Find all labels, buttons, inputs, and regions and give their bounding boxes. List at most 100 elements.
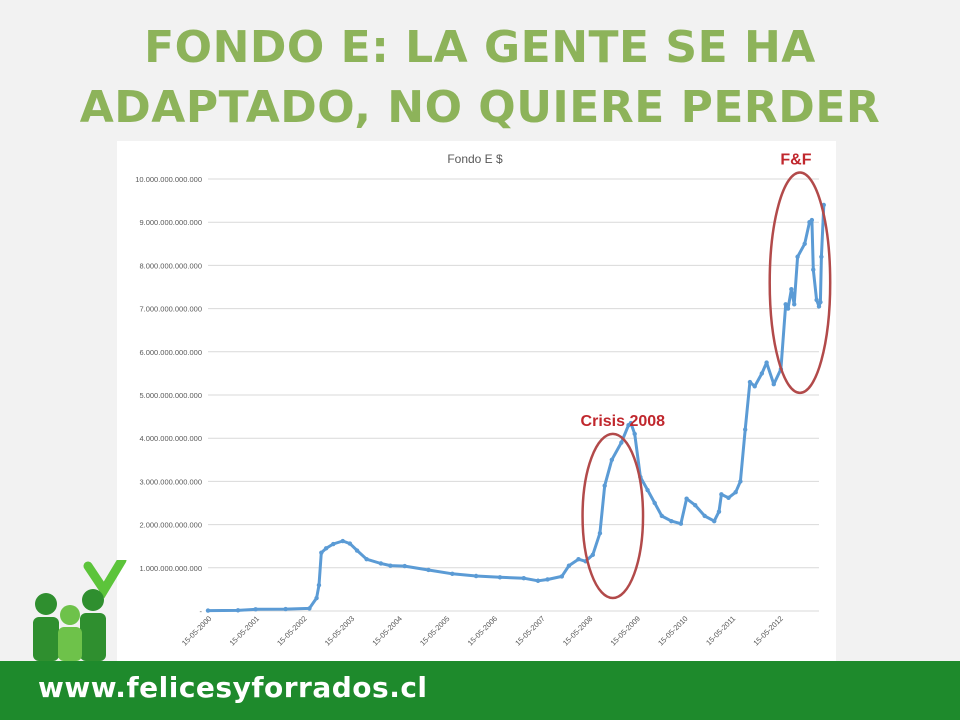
x-tick-label: 15-05-2012 [751,614,784,647]
data-point [388,563,393,568]
data-point [652,500,657,506]
data-point [331,541,336,547]
y-tick-label: - [200,607,203,616]
data-point [814,297,819,303]
data-point [789,286,794,292]
x-tick-label: 15-05-2007 [513,614,546,647]
data-point [645,487,650,493]
y-tick-label: 3.000.000.000.000 [139,477,202,486]
data-point [473,573,479,579]
data-point [316,582,322,588]
x-tick-label: 15-05-2008 [561,614,594,647]
data-point [678,521,684,526]
data-point [659,513,665,519]
y-tick-label: 1.000.000.000.000 [139,564,202,573]
slide-title-line-1: FONDO E: LA GENTE SE HA [144,22,816,73]
chart-title: Fondo E $ [447,152,503,166]
data-point [783,302,788,307]
data-point [795,254,800,259]
data-point [402,563,407,569]
data-point [733,490,738,495]
data-point [692,502,698,508]
x-tick-label: 15-05-2002 [275,614,308,647]
data-point [747,379,753,385]
chart-panel: Fondo E $ - 1.000.000.000.000 2.000.000.00… [117,141,836,661]
data-point [684,496,689,501]
y-tick-label: 5.000.000.000.000 [139,391,202,400]
data-point [785,306,791,311]
data-point [752,384,757,389]
x-tick-label: 15-05-2004 [370,614,403,647]
data-point [738,479,743,484]
y-axis-tick-labels: - 1.000.000.000.000 2.000.000.000.000 3.000… [135,175,202,616]
y-tick-label: 8.000.000.000.000 [139,261,202,270]
data-point [364,556,369,562]
annotations-layer: Crisis 2008 F&F [581,152,832,600]
x-tick-label: 15-05-2001 [228,614,261,647]
data-point [632,431,637,437]
data-point [819,254,824,259]
data-point [771,382,776,387]
data-point [811,267,816,272]
data-point [354,548,360,553]
data-point [764,360,769,365]
x-tick-label: 15-05-2006 [466,614,499,647]
x-tick-label: 15-05-2009 [609,614,642,647]
fondo-e-line-chart: Fondo E $ - 1.000.000.000.000 2.000.000.00… [135,152,832,648]
x-tick-label: 15-05-2011 [704,614,737,647]
y-tick-label: 9.000.000.000.000 [139,218,202,227]
data-point [378,561,384,566]
x-tick-label: 15-05-2003 [323,614,356,647]
data-point [347,541,353,546]
slide-title: FONDO E: LA GENTE SE HA ADAPTADO, NO QUI… [0,18,960,138]
y-tick-label: 10.000.000.000.000 [135,175,202,184]
footer-bar: www.felicesyforrados.cl [0,661,960,720]
annotation-ellipse-1 [768,171,832,395]
x-axis-tick-labels: 15-05-2000 15-05-2001 15-05-2002 15-05-2003… [180,614,785,647]
data-point [716,509,722,514]
data-point [545,577,550,582]
data-point [426,567,431,573]
data-point [576,556,581,562]
data-point [818,299,823,305]
data-point [205,608,211,613]
x-tick-label: 15-05-2000 [180,614,213,647]
data-point [307,606,312,611]
data-point [590,552,595,558]
data-point [253,607,258,612]
y-tick-label: 6.000.000.000.000 [139,348,202,357]
data-point [792,302,797,307]
data-point [521,575,526,581]
y-tick-label: 4.000.000.000.000 [139,434,202,443]
data-point [323,546,329,551]
annotation-label-1: F&F [780,152,811,169]
data-point [702,513,707,519]
data-point [759,371,765,376]
series-layer [205,202,826,613]
data-point [235,608,241,613]
grid-lines [208,178,819,612]
data-point [283,606,288,612]
data-point [535,578,541,583]
data-point [340,538,345,544]
annotation-label-0: Crisis 2008 [581,413,666,430]
data-point [742,427,748,432]
data-point [597,531,603,536]
x-tick-label: 15-05-2005 [418,614,451,647]
data-point [669,518,674,524]
y-tick-label: 7.000.000.000.000 [139,305,202,314]
slide-title-line-2: ADAPTADO, NO QUIERE PERDER [79,82,881,133]
data-point [628,420,634,426]
data-point [816,304,822,309]
data-point [619,440,624,445]
data-point [450,571,455,577]
data-point [712,518,717,524]
data-point [802,241,807,246]
footer-url[interactable]: www.felicesyforrados.cl [38,671,428,704]
data-point [809,217,815,223]
data-point [559,574,565,579]
people-group-icon [33,560,127,661]
data-point [609,457,615,462]
data-point [497,575,503,580]
data-point [602,483,607,488]
